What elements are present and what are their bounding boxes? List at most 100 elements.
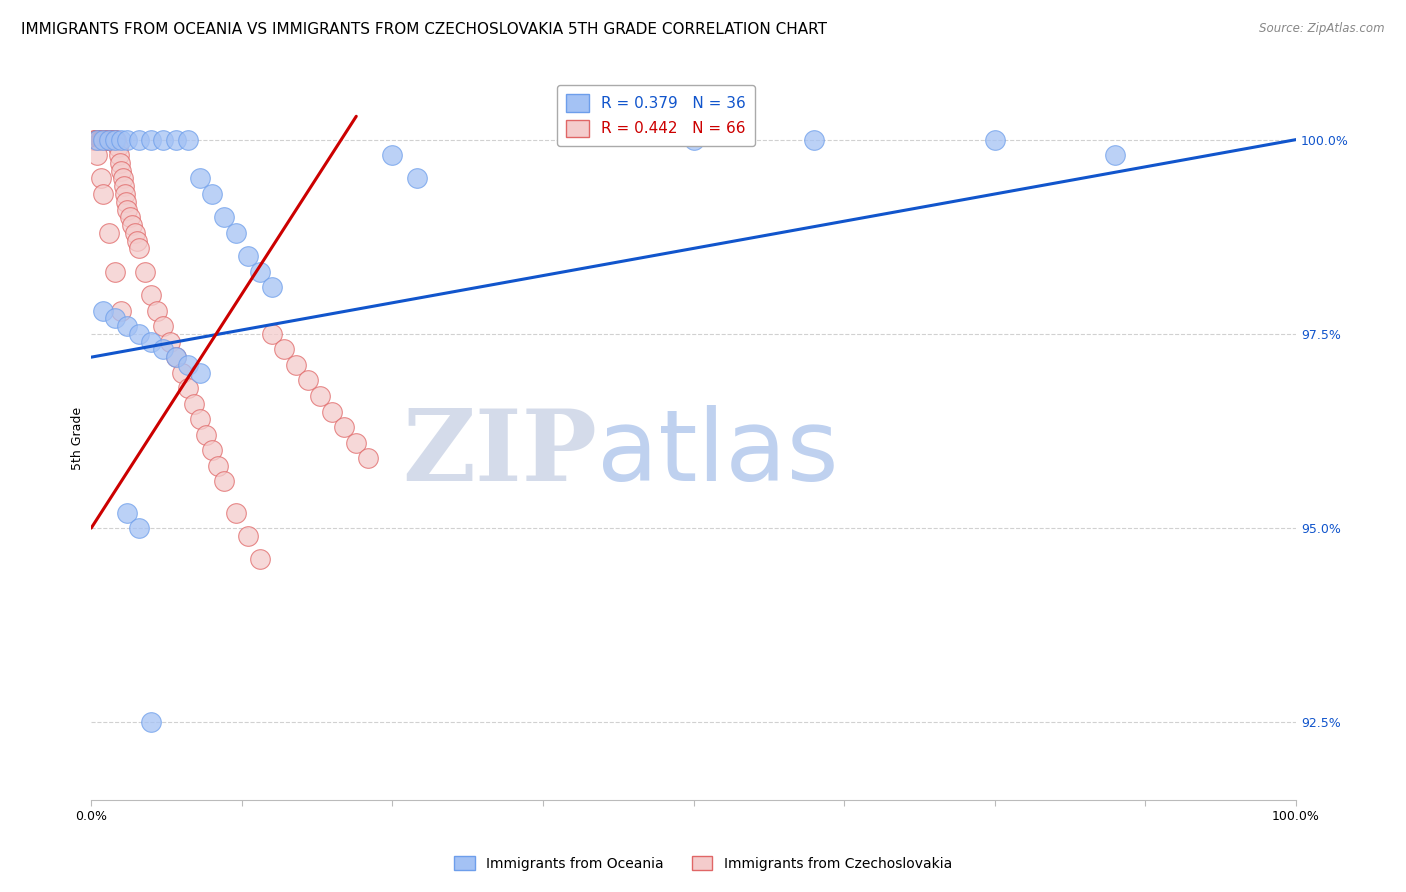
- Point: [207, 458, 229, 473]
- Point: [165, 133, 187, 147]
- Point: [212, 211, 235, 225]
- Point: [100, 133, 122, 147]
- Point: [107, 140, 129, 154]
- Point: [141, 133, 163, 147]
- Point: [103, 133, 125, 147]
- Point: [110, 303, 132, 318]
- Point: [1104, 148, 1126, 162]
- Point: [381, 148, 404, 162]
- Point: [98, 133, 121, 147]
- Point: [297, 374, 319, 388]
- Point: [117, 319, 139, 334]
- Point: [91, 133, 114, 147]
- Text: ZIP: ZIP: [402, 405, 598, 501]
- Point: [104, 311, 127, 326]
- Point: [84, 133, 107, 147]
- Point: [86, 148, 108, 162]
- Point: [128, 326, 150, 341]
- Point: [104, 133, 127, 147]
- Point: [101, 133, 124, 147]
- Point: [111, 171, 134, 186]
- Point: [83, 133, 105, 147]
- Point: [117, 202, 139, 217]
- Point: [333, 420, 356, 434]
- Y-axis label: 5th Grade: 5th Grade: [72, 407, 84, 470]
- Point: [124, 226, 146, 240]
- Point: [105, 133, 128, 147]
- Point: [117, 133, 139, 147]
- Point: [285, 358, 308, 372]
- Point: [188, 171, 211, 186]
- Point: [91, 303, 114, 318]
- Point: [91, 186, 114, 201]
- Point: [83, 133, 105, 147]
- Point: [803, 133, 825, 147]
- Point: [405, 171, 427, 186]
- Point: [188, 366, 211, 380]
- Point: [141, 288, 163, 302]
- Point: [114, 186, 136, 201]
- Point: [128, 521, 150, 535]
- Legend: R = 0.379   N = 36, R = 0.442   N = 66: R = 0.379 N = 36, R = 0.442 N = 66: [557, 85, 755, 146]
- Point: [260, 326, 283, 341]
- Point: [176, 133, 198, 147]
- Point: [125, 234, 148, 248]
- Point: [344, 435, 367, 450]
- Point: [201, 186, 224, 201]
- Point: [212, 475, 235, 489]
- Point: [90, 133, 112, 147]
- Point: [260, 280, 283, 294]
- Point: [188, 412, 211, 426]
- Point: [201, 443, 224, 458]
- Text: atlas: atlas: [598, 405, 839, 501]
- Point: [108, 148, 131, 162]
- Point: [309, 389, 332, 403]
- Point: [86, 133, 108, 147]
- Point: [117, 506, 139, 520]
- Point: [273, 343, 295, 357]
- Point: [236, 529, 259, 543]
- Point: [249, 265, 271, 279]
- Point: [984, 133, 1007, 147]
- Point: [104, 133, 127, 147]
- Text: Source: ZipAtlas.com: Source: ZipAtlas.com: [1260, 22, 1385, 36]
- Point: [90, 171, 112, 186]
- Point: [321, 404, 343, 418]
- Point: [357, 451, 380, 466]
- Point: [249, 552, 271, 566]
- Point: [97, 133, 120, 147]
- Point: [183, 397, 205, 411]
- Point: [682, 133, 704, 147]
- Point: [96, 133, 118, 147]
- Point: [87, 133, 110, 147]
- Point: [86, 133, 108, 147]
- Point: [236, 249, 259, 263]
- Point: [91, 133, 114, 147]
- Point: [176, 358, 198, 372]
- Point: [91, 133, 114, 147]
- Point: [93, 133, 115, 147]
- Legend: Immigrants from Oceania, Immigrants from Czechoslovakia: Immigrants from Oceania, Immigrants from…: [449, 850, 957, 876]
- Point: [98, 226, 121, 240]
- Point: [176, 381, 198, 395]
- Point: [100, 133, 122, 147]
- Point: [141, 715, 163, 730]
- Point: [112, 179, 135, 194]
- Point: [128, 133, 150, 147]
- Point: [170, 366, 193, 380]
- Text: IMMIGRANTS FROM OCEANIA VS IMMIGRANTS FROM CZECHOSLOVAKIA 5TH GRADE CORRELATION : IMMIGRANTS FROM OCEANIA VS IMMIGRANTS FR…: [21, 22, 827, 37]
- Point: [165, 350, 187, 364]
- Point: [118, 211, 141, 225]
- Point: [110, 163, 132, 178]
- Point: [225, 506, 247, 520]
- Point: [104, 265, 127, 279]
- Point: [128, 241, 150, 255]
- Point: [110, 133, 132, 147]
- Point: [98, 133, 121, 147]
- Point: [152, 343, 174, 357]
- Point: [159, 334, 181, 349]
- Point: [108, 156, 131, 170]
- Point: [152, 319, 174, 334]
- Point: [115, 194, 138, 209]
- Point: [121, 218, 143, 232]
